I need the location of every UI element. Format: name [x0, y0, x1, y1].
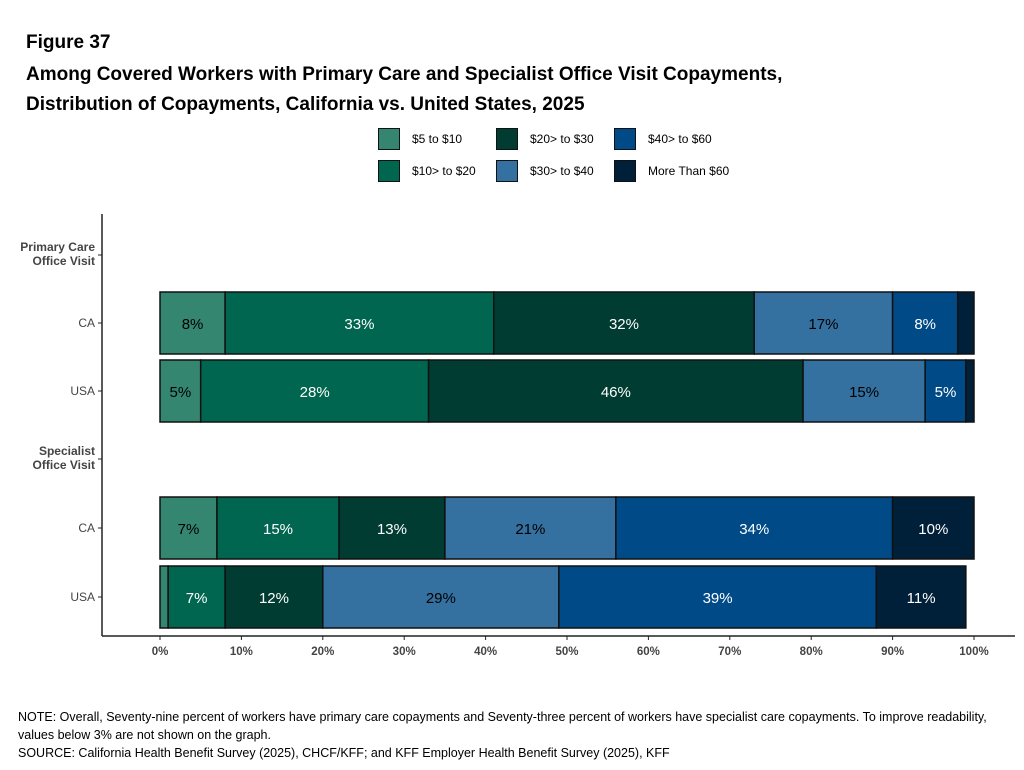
x-tick-label: 70%	[718, 646, 741, 658]
bar-segment	[891, 496, 975, 560]
legend-item: $40> to $60	[614, 128, 754, 150]
legend-item: $5 to $10	[378, 128, 496, 150]
legend-item: More Than $60	[614, 160, 754, 182]
data-label: 29%	[426, 590, 456, 607]
chart-title-line-1: Among Covered Workers with Primary Care …	[26, 64, 783, 85]
x-tick-label: 0%	[152, 646, 169, 658]
x-tick-label: 40%	[474, 646, 497, 658]
data-label: 34%	[739, 521, 769, 538]
data-label: 28%	[300, 384, 330, 401]
bar-segment	[802, 359, 926, 423]
bar-segment	[199, 359, 430, 423]
bar-segment	[167, 565, 226, 629]
group-label: Specialist Office Visit	[33, 444, 95, 472]
data-label: 8%	[914, 316, 936, 333]
bar-segment	[891, 291, 959, 355]
legend-item: $20> to $30	[496, 128, 614, 150]
legend-label: $10> to $20	[412, 164, 476, 178]
legend-swatch	[378, 128, 400, 150]
bar-segment	[216, 496, 340, 560]
bar-segment	[492, 291, 755, 355]
bar-segment	[159, 496, 218, 560]
data-label: 15%	[849, 384, 879, 401]
data-label: 8%	[182, 316, 204, 333]
legend-label: $40> to $60	[648, 132, 712, 146]
data-label: 13%	[377, 521, 407, 538]
x-tick-label: 50%	[555, 646, 578, 658]
data-label: 46%	[601, 384, 631, 401]
data-label: 5%	[170, 384, 192, 401]
bar-segment	[159, 359, 202, 423]
legend-swatch	[496, 160, 518, 182]
legend-swatch	[378, 160, 400, 182]
bar-segment	[322, 565, 560, 629]
x-tick-label: 20%	[311, 646, 334, 658]
bar-segment	[615, 496, 894, 560]
data-label: 17%	[808, 316, 838, 333]
source: SOURCE: California Health Benefit Survey…	[18, 746, 670, 760]
row-label: USA	[70, 590, 95, 604]
bar-segment	[224, 291, 495, 355]
data-label: 21%	[515, 521, 545, 538]
legend: $5 to $10 $20> to $30 $40> to $60 $10> to $…	[378, 128, 754, 182]
x-tick-label: 100%	[959, 646, 988, 658]
legend-label: $5 to $10	[412, 132, 463, 146]
data-label: 39%	[703, 590, 733, 607]
data-label: 33%	[344, 316, 374, 333]
row-label: CA	[78, 316, 95, 330]
data-label: 11%	[907, 590, 936, 607]
row-label: CA	[78, 521, 95, 535]
x-tick-label: 10%	[230, 646, 253, 658]
bar-segment	[965, 359, 975, 423]
legend-label: $20> to $30	[530, 132, 594, 146]
chart-title-line-2: Distribution of Copayments, California v…	[26, 94, 585, 115]
group-label: Primary Care Office Visit	[20, 240, 95, 268]
bar-segment	[338, 496, 446, 560]
legend-swatch	[614, 128, 636, 150]
row-label: USA	[70, 384, 95, 398]
data-label: 10%	[918, 521, 948, 538]
legend-item: $30> to $40	[496, 160, 614, 182]
figure-label: Figure 37	[26, 32, 111, 53]
data-label: 32%	[609, 316, 639, 333]
legend-swatch	[614, 160, 636, 182]
note: NOTE: Overall, Seventy-nine percent of w…	[18, 710, 987, 742]
bar-segment	[159, 291, 226, 355]
legend-label: More Than $60	[648, 164, 730, 178]
x-tick-label: 60%	[637, 646, 660, 658]
bar-segment	[956, 291, 975, 355]
bar-segment	[159, 565, 169, 629]
data-label: 15%	[263, 521, 293, 538]
legend-swatch	[496, 128, 518, 150]
bar-segment	[427, 359, 804, 423]
stacked-bar-chart: 0% 10% 20% 30% 40% 50% 60% 70% 80% 90% 100% Primary…	[20, 214, 1015, 658]
data-label: 7%	[186, 590, 208, 607]
legend-label: $30> to $40	[530, 164, 594, 178]
bar-segment	[753, 291, 894, 355]
data-label: 5%	[935, 384, 957, 401]
x-tick-label: 80%	[800, 646, 823, 658]
bar-segment	[875, 565, 967, 629]
data-label: 12%	[259, 590, 289, 607]
legend-item: $10> to $20	[378, 160, 496, 182]
bar-segment	[924, 359, 967, 423]
x-tick-label: 90%	[881, 646, 904, 658]
data-label: 7%	[178, 521, 200, 538]
x-tick-label: 30%	[393, 646, 416, 658]
